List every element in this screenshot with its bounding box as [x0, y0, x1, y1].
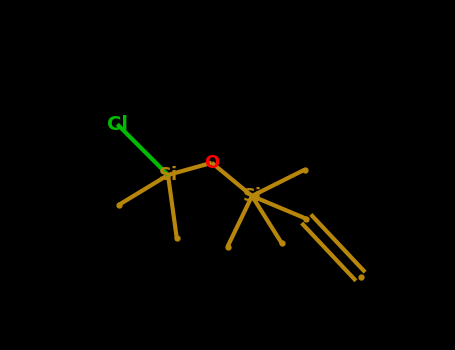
Text: Cl: Cl — [107, 115, 128, 134]
Text: Si: Si — [158, 166, 177, 184]
Text: Si: Si — [243, 187, 262, 205]
Text: O: O — [204, 154, 219, 172]
